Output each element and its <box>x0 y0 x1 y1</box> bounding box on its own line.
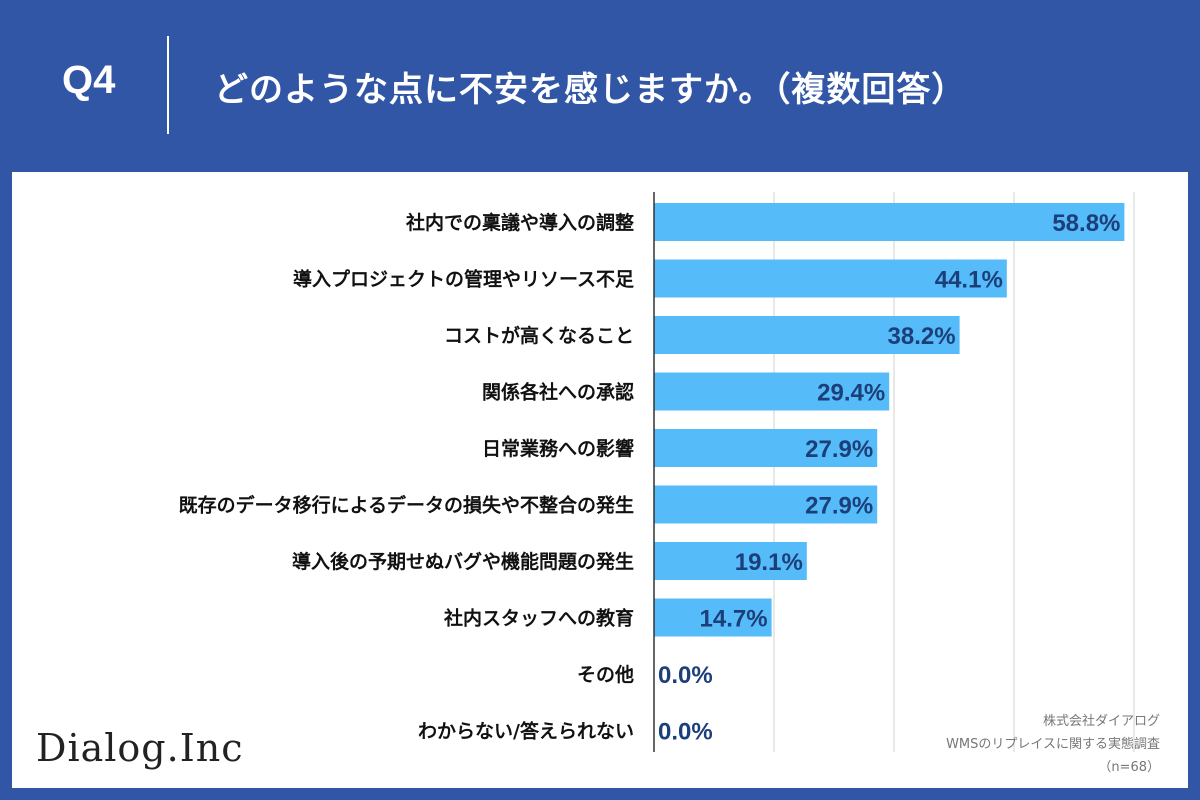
category-label-2: コストが高くなること <box>444 324 634 347</box>
category-label-1: 導入プロジェクトの管理やリソース不足 <box>293 268 635 291</box>
bar-5 <box>654 485 878 524</box>
value-label-1: 44.1% <box>935 267 1003 294</box>
value-label-7: 14.7% <box>700 606 768 633</box>
value-label-3: 29.4% <box>817 380 885 407</box>
value-label-8: 0.0% <box>658 662 713 689</box>
category-label-5: 既存のデータ移行によるデータの損失や不整合の発生 <box>179 494 634 517</box>
bar-7 <box>654 598 772 637</box>
value-label-5: 27.9% <box>805 493 873 520</box>
value-label-0: 58.8% <box>1052 210 1120 237</box>
header-divider <box>167 36 169 134</box>
bar-1 <box>654 259 1007 298</box>
category-label-4: 日常業務への影響 <box>482 437 634 460</box>
source-survey: WMSのリプレイスに関する実態調査 <box>946 737 1160 752</box>
value-label-4: 27.9% <box>805 436 873 463</box>
category-label-7: 社内スタッフへの教育 <box>443 607 634 630</box>
source-company: 株式会社ダイアログ <box>1042 714 1160 729</box>
source-note: 株式会社ダイアログ WMSのリプレイスに関する実態調査 （n=68） <box>946 710 1160 779</box>
value-label-2: 38.2% <box>888 323 956 350</box>
category-label-6: 導入後の予期せぬバグや機能問題の発生 <box>292 550 634 573</box>
bar-6 <box>654 542 807 580</box>
question-title: どのような点に不安を感じますか。（複数回答） <box>214 70 967 110</box>
bar-0 <box>654 203 1125 241</box>
header: Q4 どのような点に不安を感じますか。（複数回答） <box>0 0 1200 170</box>
bar-4 <box>654 429 878 467</box>
value-label-6: 19.1% <box>735 549 803 576</box>
category-label-0: 社内での稟議や導入の調整 <box>405 211 634 234</box>
category-label-9: わからない/答えられない <box>418 720 634 743</box>
value-label-9: 0.0% <box>658 719 713 746</box>
company-logo: Dialog.Inc <box>36 726 244 770</box>
category-label-3: 関係各社への承認 <box>482 381 634 404</box>
chart-panel: 社内での稟議や導入の調整 58.8% 導入プロジェクトの管理やリソース不足 44.1%… <box>12 172 1188 788</box>
category-label-8: その他 <box>577 663 634 686</box>
bar-3 <box>654 372 890 411</box>
bar-chart: 社内での稟議や導入の調整 58.8% 導入プロジェクトの管理やリソース不足 44.1%… <box>179 192 1135 752</box>
bar-2 <box>654 316 960 354</box>
sample-size: （n=68） <box>1098 760 1160 775</box>
question-label: Q4 <box>62 58 116 102</box>
